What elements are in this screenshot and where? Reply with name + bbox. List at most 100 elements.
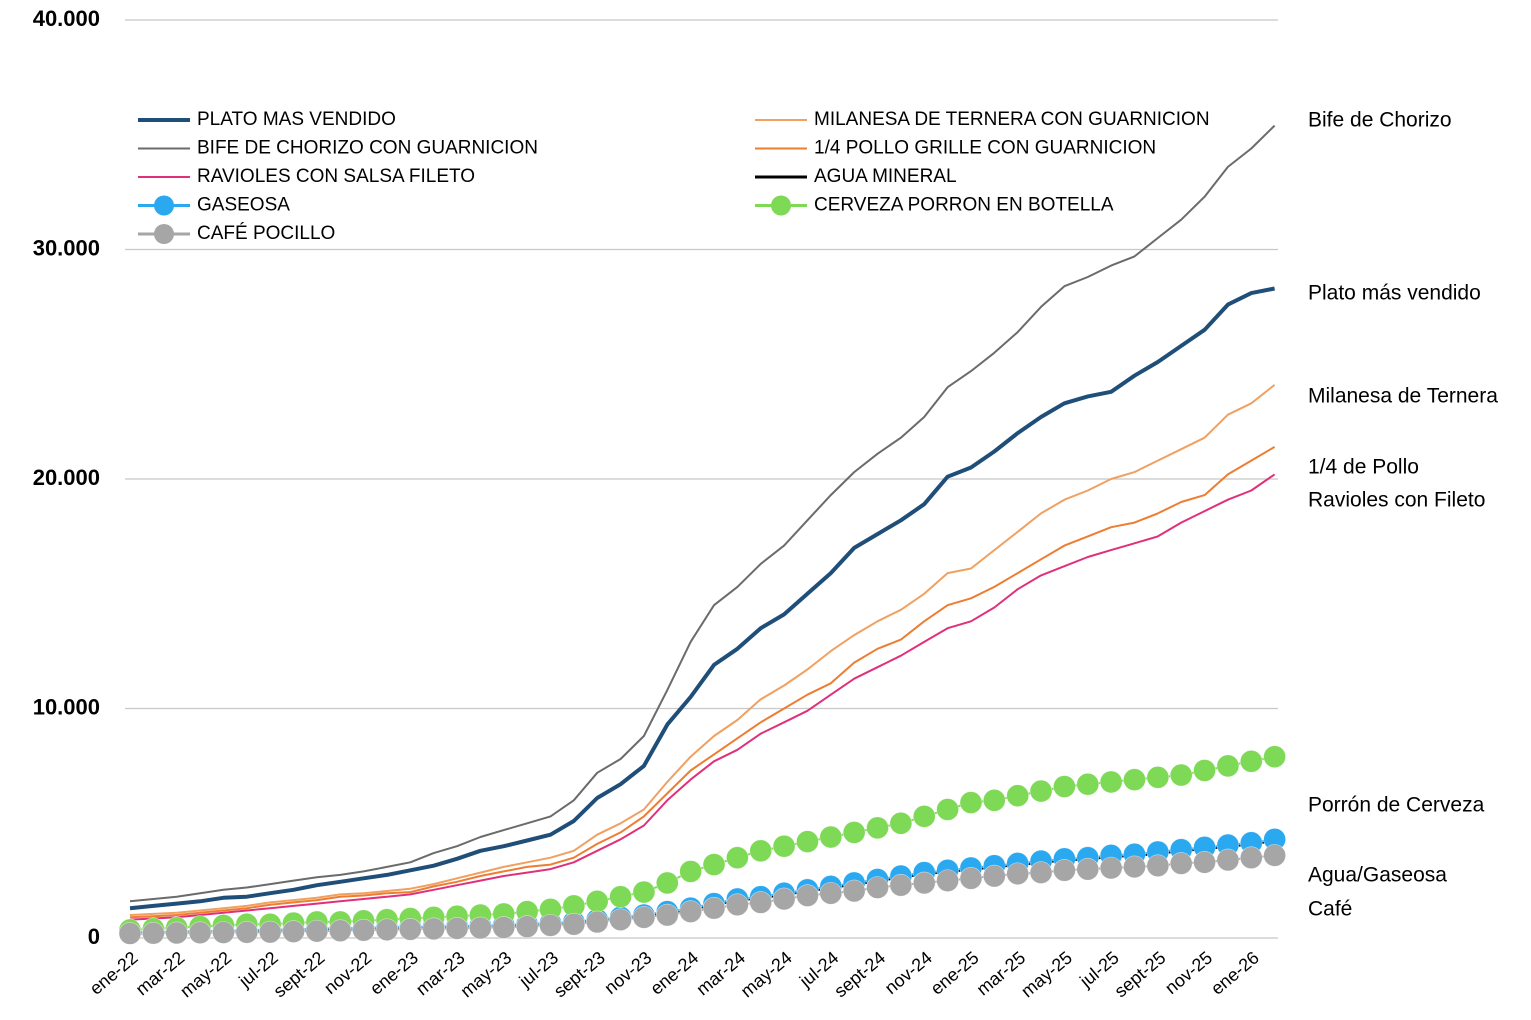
series-marker xyxy=(959,867,983,890)
series-marker xyxy=(702,896,726,920)
series-marker xyxy=(212,921,235,944)
series-marker xyxy=(749,891,773,914)
series-marker xyxy=(609,885,632,908)
x-tick-label: nov-25 xyxy=(1161,947,1216,998)
series-marker xyxy=(1146,766,1170,789)
annotation: Bife de Chorizo xyxy=(1308,109,1452,132)
series-line xyxy=(129,124,1276,903)
series-marker xyxy=(1239,749,1263,773)
series-marker xyxy=(866,876,889,899)
y-tick-label: 30.000 xyxy=(33,235,100,260)
series-marker xyxy=(655,871,679,895)
legend-label: CERVEZA PORRON EN BOTELLA xyxy=(814,195,1114,216)
series-marker xyxy=(445,917,469,940)
series-marker xyxy=(1216,754,1240,778)
series-marker xyxy=(609,908,632,931)
series-marker xyxy=(1053,858,1076,882)
x-tick-label: sept-25 xyxy=(1111,947,1170,1001)
series-marker xyxy=(1146,854,1170,878)
legend-label: GASEOSA xyxy=(197,195,290,216)
series-marker xyxy=(188,921,212,945)
series-marker xyxy=(726,893,749,917)
series-marker xyxy=(1169,763,1193,787)
series-marker xyxy=(796,884,819,907)
series-marker xyxy=(469,916,492,940)
series-marker xyxy=(1263,844,1286,867)
legend-marker xyxy=(154,224,174,244)
x-tick-label: nov-22 xyxy=(320,947,375,998)
series-marker xyxy=(328,919,352,942)
series-marker xyxy=(118,922,142,945)
series-marker xyxy=(1123,855,1146,879)
annotation: 1/4 de Pollo xyxy=(1308,456,1419,479)
annotation: Porrón de Cerveza xyxy=(1308,794,1485,817)
series-marker xyxy=(936,798,959,821)
series-marker xyxy=(819,881,843,905)
series-marker xyxy=(866,816,889,840)
series-line xyxy=(129,473,1276,921)
x-tick-label: nov-23 xyxy=(601,947,656,998)
series-marker xyxy=(1239,846,1263,869)
series-marker xyxy=(305,919,329,943)
annotation: Milanesa de Ternera xyxy=(1308,385,1498,408)
series-marker xyxy=(1076,772,1100,796)
y-tick-label: 10.000 xyxy=(33,694,100,719)
x-tick-label: nov-24 xyxy=(881,947,936,998)
series-marker xyxy=(422,917,445,941)
series-marker xyxy=(679,900,702,923)
series-marker xyxy=(912,805,936,828)
series-marker xyxy=(655,903,679,927)
series-marker xyxy=(585,910,609,934)
legend-label: 1/4 POLLO GRILLE CON GUARNICION xyxy=(814,138,1156,159)
series-marker xyxy=(772,887,796,911)
series-marker xyxy=(959,791,983,814)
x-tick-label: ene-23 xyxy=(366,947,422,998)
series-marker xyxy=(1076,857,1100,881)
series-line xyxy=(129,384,1276,916)
annotation: Plato más vendido xyxy=(1308,282,1481,305)
series-marker xyxy=(842,879,866,903)
series-marker xyxy=(772,834,796,858)
x-tick-label: may-24 xyxy=(737,947,796,1001)
series-marker xyxy=(1006,784,1029,808)
x-tick-label: may-23 xyxy=(457,947,516,1001)
legend-marker xyxy=(771,195,791,216)
legend-label: CAFÉ POCILLO xyxy=(197,223,335,244)
series-line xyxy=(129,286,1275,911)
x-tick-label: ene-22 xyxy=(86,947,142,998)
series-marker xyxy=(983,864,1006,888)
y-tick-label: 20.000 xyxy=(33,465,100,490)
series-line xyxy=(129,446,1276,919)
series-marker xyxy=(539,914,562,937)
series-marker xyxy=(889,873,913,897)
series-marker xyxy=(983,788,1006,812)
series-marker xyxy=(1029,861,1053,884)
series-marker xyxy=(1099,856,1123,880)
series-marker xyxy=(1099,770,1123,794)
series-marker xyxy=(235,920,259,944)
series-marker xyxy=(1123,768,1146,791)
series-marker xyxy=(258,920,282,944)
annotation: Café xyxy=(1308,898,1352,921)
x-tick-label: may-22 xyxy=(176,947,235,1001)
series-marker xyxy=(1193,850,1216,874)
series-marker xyxy=(796,830,819,853)
series-marker xyxy=(912,871,936,895)
annotation: Ravioles con Fileto xyxy=(1308,489,1485,512)
series-marker xyxy=(819,825,843,849)
series-marker xyxy=(632,880,656,904)
x-tick-label: ene-25 xyxy=(927,947,983,998)
legend-label: AGUA MINERAL xyxy=(814,166,957,187)
series-marker xyxy=(1053,775,1076,798)
x-tick-label: ene-24 xyxy=(646,947,702,998)
series-marker xyxy=(562,912,586,936)
series-marker xyxy=(1029,779,1053,803)
series-marker xyxy=(352,918,375,942)
series-marker xyxy=(375,918,399,942)
legend-label: PLATO MAS VENDIDO xyxy=(197,109,396,130)
series-marker xyxy=(142,921,165,945)
series-marker xyxy=(399,917,422,941)
legend-label: MILANESA DE TERNERA CON GUARNICION xyxy=(814,109,1210,130)
series-marker xyxy=(1006,862,1029,886)
